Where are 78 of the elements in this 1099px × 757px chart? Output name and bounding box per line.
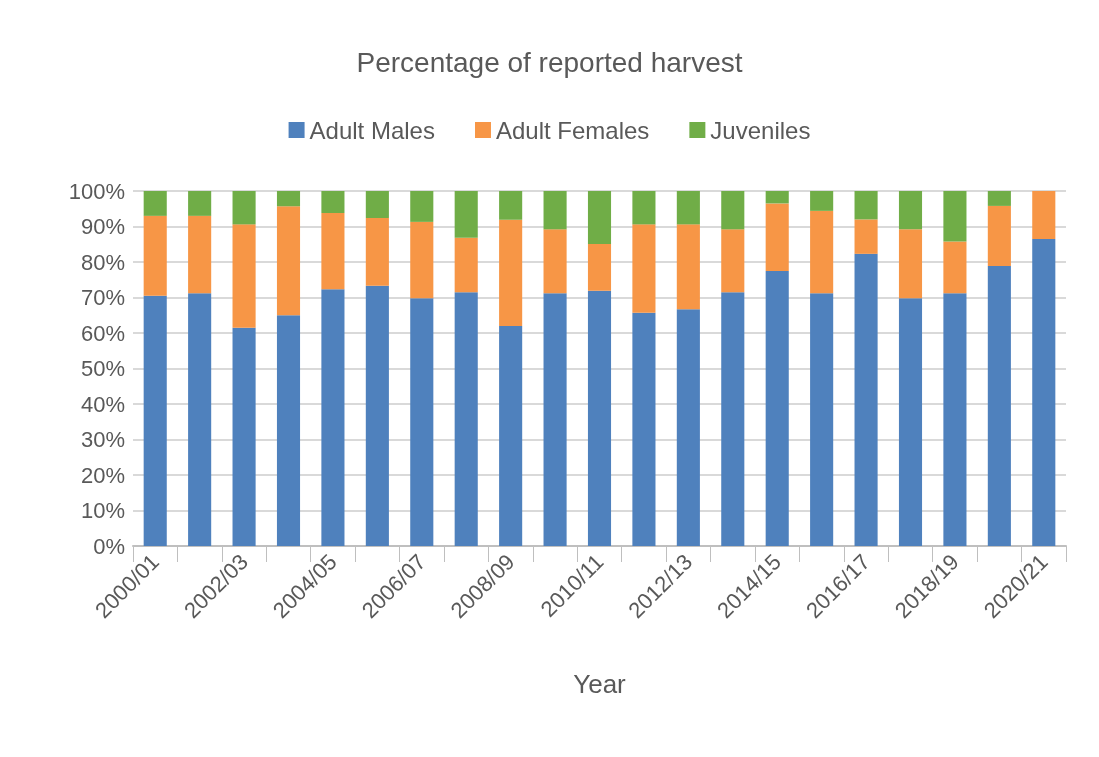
bar (410, 191, 434, 222)
bar (232, 224, 256, 328)
bar (632, 312, 656, 546)
legend-label: Adult Males (309, 116, 435, 144)
x-axis-title: Year (573, 669, 627, 699)
bar (943, 191, 967, 242)
legend-label: Juveniles (710, 116, 811, 144)
y-tick-label: 100% (68, 178, 125, 204)
y-tick-label: 0% (93, 533, 125, 559)
bar (365, 217, 389, 286)
bar (587, 191, 612, 244)
bar (499, 219, 523, 326)
bar (632, 224, 656, 313)
y-tick-label: 40% (80, 391, 125, 417)
bar (1032, 191, 1056, 239)
bar (543, 293, 567, 546)
bar (454, 292, 478, 546)
bar (410, 221, 434, 299)
y-tick-label: 70% (80, 285, 125, 310)
legend-label: Adult Females (495, 116, 650, 144)
bar (365, 285, 389, 546)
bar (765, 191, 789, 204)
bar (943, 293, 967, 546)
bar (321, 213, 345, 290)
bar (143, 215, 167, 296)
bar (721, 229, 745, 293)
bar (321, 289, 345, 546)
bar (587, 243, 612, 291)
y-tick-label: 90% (80, 214, 125, 239)
bar (943, 241, 967, 294)
bar (543, 191, 567, 230)
bar (721, 191, 745, 230)
bar (676, 309, 700, 546)
y-tick-label: 60% (80, 320, 125, 346)
bar (765, 270, 789, 546)
bar (721, 292, 745, 546)
bar (987, 191, 1011, 206)
y-tick-label: 20% (80, 462, 125, 488)
bar (365, 191, 389, 218)
bar (499, 191, 523, 220)
y-tick-label: 80% (80, 249, 125, 275)
bar (188, 215, 212, 294)
bar (854, 253, 878, 546)
bar (987, 205, 1011, 266)
bar (543, 229, 567, 294)
bar (188, 191, 212, 216)
y-tick-label: 10% (80, 498, 125, 523)
bar (810, 293, 834, 546)
bar (232, 327, 256, 546)
bar (276, 315, 301, 546)
bar (810, 191, 834, 211)
bar (232, 191, 256, 225)
bar (676, 191, 700, 225)
bar (765, 203, 789, 271)
y-tick-label: 50% (80, 356, 125, 381)
bar (898, 229, 923, 299)
bar (854, 191, 878, 220)
bar (188, 293, 212, 546)
bar (321, 191, 345, 214)
bar (410, 298, 434, 546)
bar (276, 191, 301, 207)
bar (898, 298, 923, 546)
bar (632, 191, 656, 225)
bar (1032, 238, 1056, 546)
y-tick-label: 30% (80, 427, 125, 452)
bar (854, 219, 878, 254)
bar (143, 295, 167, 546)
bar (587, 290, 612, 546)
bar (454, 237, 478, 293)
bar (987, 265, 1011, 546)
bar (898, 191, 923, 230)
bar (499, 325, 523, 546)
bar (454, 191, 478, 238)
bar (810, 210, 834, 294)
chart-title: Percentage of reported harvest (356, 46, 743, 78)
bar (276, 206, 301, 316)
bar (143, 191, 167, 216)
bar (676, 224, 700, 310)
